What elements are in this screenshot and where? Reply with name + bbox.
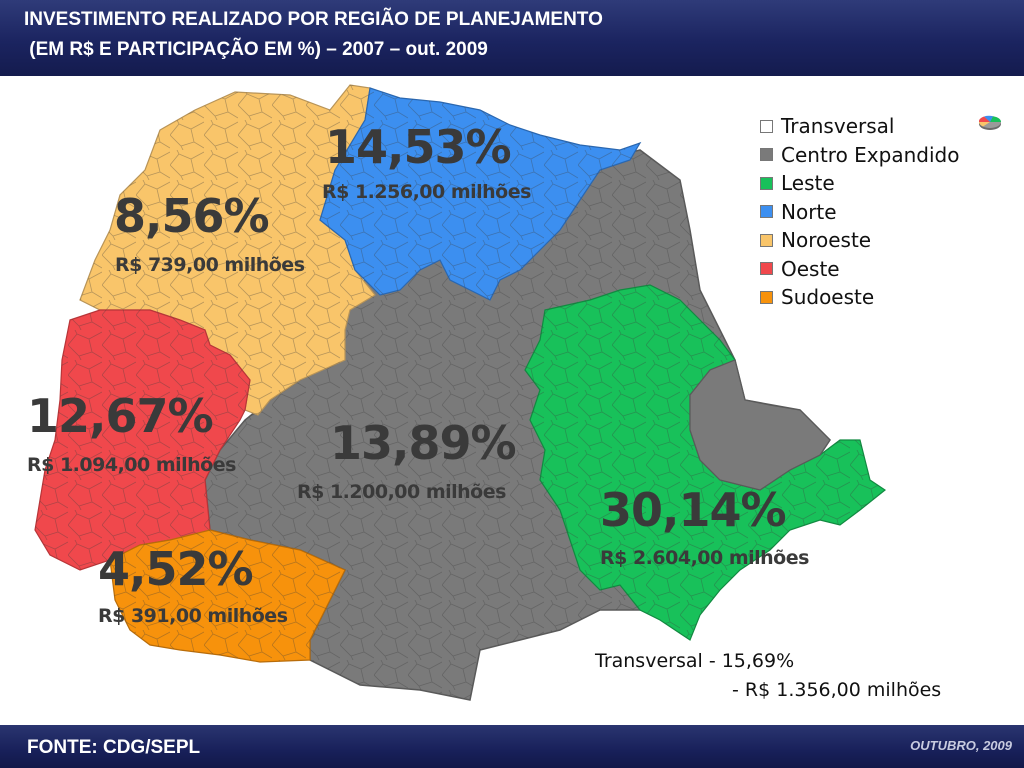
parana-region-map — [34, 84, 887, 701]
transversal-note-line-1: Transversal - 15,69% — [595, 650, 795, 672]
legend-label: Centro Expandido — [781, 142, 960, 167]
legend-swatch — [760, 148, 773, 162]
footer-banner: FONTE: CDG/SEPL OUTUBRO, 2009 — [0, 725, 1024, 768]
sudoeste-percentage: 4,52% — [98, 542, 254, 596]
noroeste-percentage: 8,56% — [114, 189, 270, 243]
sudoeste-amount: R$ 391,00 milhões — [98, 605, 288, 627]
date-label: OUTUBRO, 2009 — [910, 738, 1012, 753]
legend-label: Norte — [781, 199, 837, 224]
region-centro-east-enclave — [689, 359, 831, 491]
legend-swatch — [760, 233, 773, 247]
norte-amount: R$ 1.256,00 milhões — [322, 181, 531, 203]
leste-amount: R$ 2.604,00 milhões — [600, 547, 809, 569]
source-label: FONTE: CDG/SEPL — [27, 737, 201, 758]
legend-label: Noroeste — [781, 228, 872, 253]
legend-label: Leste — [781, 171, 835, 196]
leste-percentage: 30,14% — [600, 483, 787, 537]
legend-label: Sudoeste — [781, 285, 875, 310]
pie-chart-icon — [978, 115, 1002, 130]
title-banner: INVESTIMENTO REALIZADO POR REGIÃO DE PLA… — [0, 0, 1024, 76]
legend-swatch — [760, 176, 773, 190]
legend-item-sudoeste: Sudoeste — [760, 283, 959, 312]
centro-amount: R$ 1.200,00 milhões — [297, 481, 506, 503]
oeste-amount: R$ 1.094,00 milhões — [27, 454, 236, 476]
transversal-note-line-2: - R$ 1.356,00 milhões — [732, 679, 942, 701]
legend-item-centro-expandido: Centro Expandido — [760, 141, 959, 170]
legend-swatch — [760, 262, 773, 276]
legend-item-leste: Leste — [760, 169, 959, 198]
legend-item-noroeste: Noroeste — [760, 226, 959, 255]
norte-percentage: 14,53% — [325, 120, 512, 174]
legend-swatch — [760, 205, 773, 219]
map-legend: Transversal Centro Expandido Leste Norte Nor… — [760, 112, 959, 312]
centro-percentage: 13,89% — [330, 416, 517, 470]
legend-item-oeste: Oeste — [760, 255, 959, 284]
legend-label: Oeste — [781, 256, 840, 281]
title-line-1: INVESTIMENTO REALIZADO POR REGIÃO DE PLA… — [24, 9, 603, 30]
noroeste-amount: R$ 739,00 milhões — [115, 254, 305, 276]
title-line-2: (EM R$ E PARTICIPAÇÃO EM %) – 2007 – out… — [24, 39, 488, 60]
legend-swatch — [760, 119, 773, 133]
legend-label: Transversal — [781, 114, 895, 139]
legend-item-transversal: Transversal — [760, 112, 959, 141]
legend-item-norte: Norte — [760, 198, 959, 227]
legend-swatch — [760, 290, 773, 304]
oeste-percentage: 12,67% — [27, 389, 214, 443]
